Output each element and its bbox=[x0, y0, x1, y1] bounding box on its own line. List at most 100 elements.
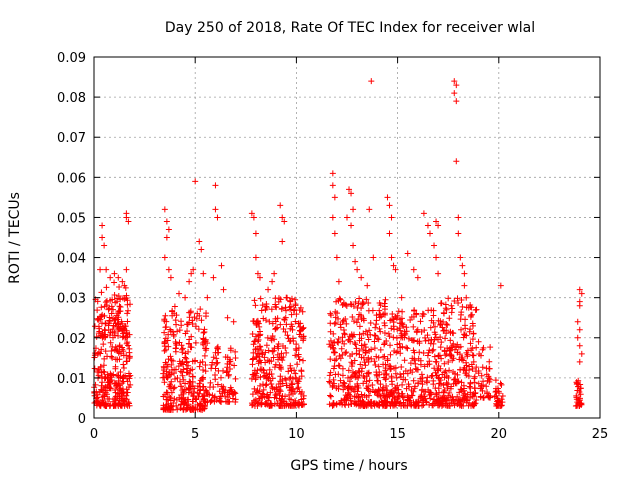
data-point bbox=[191, 358, 198, 365]
data-point bbox=[416, 349, 423, 356]
data-point bbox=[352, 298, 359, 305]
data-point bbox=[471, 390, 478, 397]
data-point bbox=[183, 321, 190, 328]
data-point bbox=[282, 304, 289, 311]
data-point bbox=[254, 319, 261, 326]
data-point bbox=[252, 302, 259, 309]
data-point bbox=[399, 393, 406, 400]
data-point bbox=[108, 303, 115, 310]
data-point bbox=[165, 406, 172, 413]
data-point bbox=[201, 402, 208, 409]
data-point bbox=[475, 368, 482, 375]
data-point bbox=[462, 370, 469, 377]
data-point bbox=[227, 384, 234, 391]
data-point bbox=[262, 349, 269, 356]
data-point bbox=[409, 355, 416, 362]
data-point bbox=[113, 380, 120, 387]
data-point bbox=[196, 363, 203, 370]
data-point bbox=[457, 366, 464, 373]
y-tick-label: 0.06 bbox=[57, 171, 86, 186]
data-point bbox=[123, 352, 130, 359]
data-point bbox=[469, 352, 476, 359]
data-point bbox=[250, 349, 257, 356]
data-point bbox=[282, 345, 289, 352]
data-point bbox=[473, 306, 480, 313]
data-point bbox=[381, 322, 388, 329]
data-point bbox=[366, 400, 373, 407]
x-axis-label: GPS time / hours bbox=[290, 458, 407, 474]
data-point bbox=[262, 382, 269, 389]
data-point bbox=[465, 304, 472, 311]
data-point bbox=[299, 357, 306, 364]
data-point bbox=[231, 362, 238, 369]
data-point bbox=[407, 317, 414, 324]
data-point bbox=[120, 365, 127, 372]
data-point bbox=[171, 384, 178, 391]
data-point bbox=[351, 388, 358, 395]
data-point bbox=[460, 402, 467, 409]
data-point bbox=[254, 345, 261, 352]
data-point bbox=[397, 327, 404, 334]
data-point bbox=[225, 372, 232, 379]
data-point bbox=[261, 354, 268, 361]
data-point bbox=[449, 305, 456, 312]
data-point bbox=[293, 341, 300, 348]
data-point bbox=[336, 400, 343, 407]
data-point bbox=[199, 358, 206, 365]
data-point bbox=[443, 306, 450, 313]
data-point bbox=[281, 317, 288, 324]
data-point bbox=[214, 359, 221, 366]
data-point bbox=[351, 357, 358, 364]
data-point bbox=[339, 338, 346, 345]
data-point bbox=[257, 331, 264, 338]
data-point bbox=[383, 387, 390, 394]
data-point bbox=[346, 383, 353, 390]
data-point bbox=[296, 331, 303, 338]
data-point bbox=[218, 398, 225, 405]
data-point bbox=[336, 352, 343, 359]
data-point bbox=[105, 320, 112, 327]
data-point bbox=[388, 391, 395, 398]
data-point bbox=[341, 401, 348, 408]
data-point bbox=[250, 341, 257, 348]
data-point bbox=[217, 393, 224, 400]
data-point bbox=[195, 393, 202, 400]
y-axis-ticks: 0 0.01 0.02 0.03 0.04 0.05 0.06 0.07 0.08 0.09 bbox=[57, 51, 600, 427]
data-point bbox=[268, 306, 275, 313]
data-point bbox=[263, 370, 270, 377]
data-point bbox=[232, 348, 239, 355]
data-point bbox=[403, 385, 410, 392]
data-point bbox=[443, 321, 450, 328]
data-point bbox=[444, 345, 451, 352]
data-point bbox=[257, 374, 264, 381]
data-point bbox=[269, 332, 276, 339]
data-point bbox=[410, 347, 417, 354]
data-point bbox=[343, 397, 350, 404]
data-point bbox=[344, 374, 351, 381]
data-point bbox=[376, 307, 383, 314]
data-point bbox=[251, 367, 258, 374]
data-point bbox=[345, 336, 352, 343]
data-point bbox=[432, 323, 439, 330]
y-tick-label: 0.05 bbox=[57, 211, 86, 226]
data-point bbox=[187, 309, 194, 316]
data-point bbox=[179, 349, 186, 356]
data-point bbox=[204, 390, 211, 397]
data-point bbox=[426, 401, 433, 408]
data-point bbox=[167, 385, 174, 392]
data-point bbox=[189, 317, 196, 324]
data-point bbox=[461, 385, 468, 392]
data-point bbox=[327, 337, 334, 344]
data-point bbox=[196, 238, 203, 245]
data-point bbox=[202, 362, 209, 369]
data-point bbox=[329, 384, 336, 391]
data-point bbox=[435, 222, 442, 229]
data-point bbox=[435, 396, 442, 403]
data-point bbox=[445, 359, 452, 366]
data-point bbox=[116, 303, 123, 310]
data-point bbox=[454, 371, 461, 378]
data-point bbox=[196, 390, 203, 397]
data-point bbox=[213, 355, 220, 362]
data-point bbox=[113, 382, 120, 389]
